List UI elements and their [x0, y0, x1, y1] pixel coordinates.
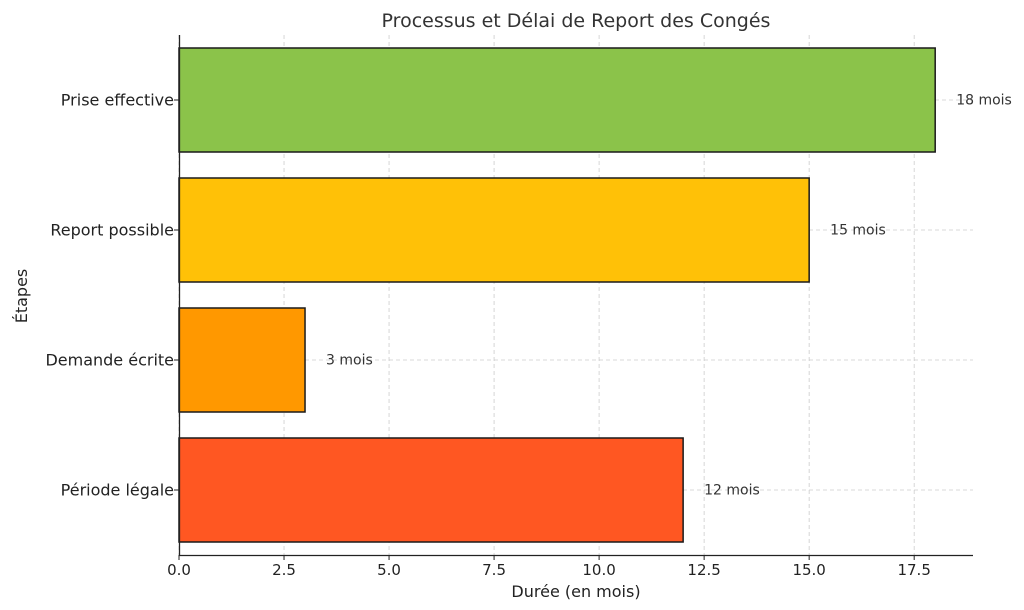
y-axis-label: Étapes [12, 269, 31, 324]
y-axis-ticks: Période légale Demande écrite Report possi… [45, 91, 179, 500]
y-tick-label: Période légale [61, 481, 174, 500]
y-tick-label: Prise effective [61, 91, 174, 110]
x-tick-label: 10.0 [582, 561, 615, 579]
x-tick-label: 15.0 [792, 561, 825, 579]
x-axis-ticks: 0.0 2.5 5.0 7.5 10.0 12.5 15.0 17.5 [167, 555, 931, 579]
bars [178, 47, 936, 543]
data-label: 15 mois [830, 223, 886, 239]
data-labels: 12 mois 3 mois 15 mois 18 mois [326, 93, 1012, 499]
bar [178, 307, 306, 413]
bar [178, 177, 810, 283]
data-label: 3 mois [326, 353, 373, 369]
x-tick-label: 2.5 [272, 561, 296, 579]
x-axis-label: Durée (en mois) [511, 582, 640, 601]
y-tick-label: Report possible [50, 221, 174, 240]
axes [178, 35, 973, 557]
x-tick-label: 12.5 [687, 561, 720, 579]
x-tick-label: 0.0 [167, 561, 191, 579]
y-tick-label: Demande écrite [45, 351, 174, 370]
chart-title: Processus et Délai de Report des Congés [382, 10, 771, 32]
data-label: 18 mois [956, 93, 1012, 109]
x-tick-label: 5.0 [377, 561, 401, 579]
x-tick-label: 17.5 [897, 561, 930, 579]
x-tick-label: 7.5 [482, 561, 506, 579]
bar [178, 47, 936, 153]
bar [178, 437, 684, 543]
data-label: 12 mois [704, 483, 760, 499]
